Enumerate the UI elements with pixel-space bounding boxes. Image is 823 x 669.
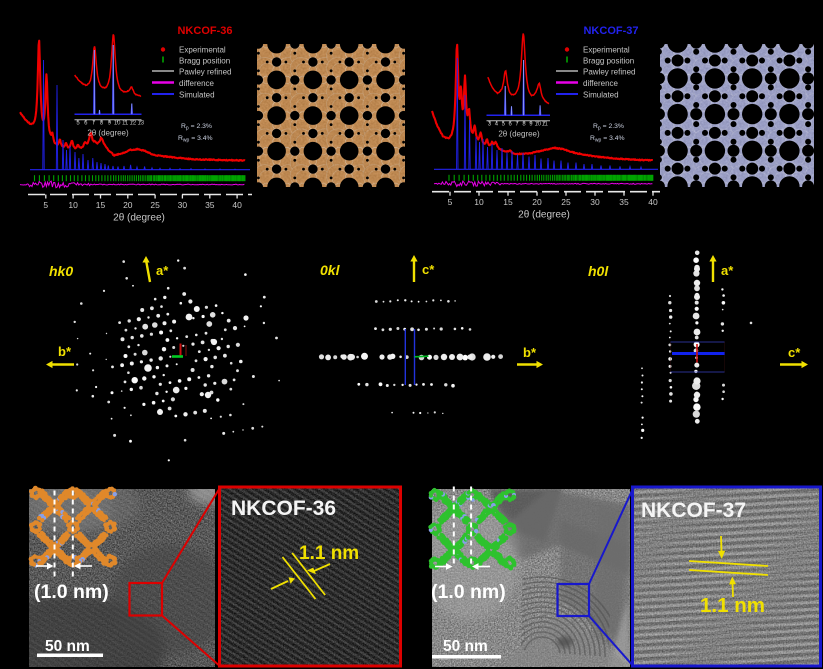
- svg-text:35: 35: [619, 197, 629, 207]
- svg-text:11: 11: [542, 122, 549, 128]
- svg-text:0kl: 0kl: [320, 262, 341, 278]
- svg-text:4: 4: [495, 122, 499, 128]
- svg-text:c*: c*: [788, 345, 801, 360]
- svg-text:b*: b*: [58, 344, 72, 359]
- svg-text:(1.0 nm): (1.0 nm): [431, 581, 506, 603]
- svg-text:h0l: h0l: [588, 263, 609, 279]
- svg-text:Bragg position: Bragg position: [179, 57, 230, 66]
- svg-text:NKCOF-37: NKCOF-37: [641, 499, 746, 522]
- svg-text:Bragg position: Bragg position: [583, 57, 634, 66]
- svg-text:6: 6: [84, 121, 88, 127]
- svg-text:2θ (degree): 2θ (degree): [518, 210, 570, 221]
- svg-text:difference: difference: [583, 79, 619, 88]
- svg-text:6: 6: [509, 122, 513, 128]
- svg-text:1.1 nm: 1.1 nm: [700, 594, 765, 617]
- svg-text:25: 25: [150, 200, 160, 210]
- svg-text:35: 35: [205, 200, 215, 210]
- svg-text:8: 8: [100, 121, 104, 127]
- svg-text:Rwp = 3.4%: Rwp = 3.4%: [590, 135, 625, 144]
- svg-text:15: 15: [96, 200, 106, 210]
- svg-text:(1.0 nm): (1.0 nm): [34, 581, 109, 603]
- svg-text:Experimental: Experimental: [179, 46, 226, 55]
- svg-text:8: 8: [522, 122, 526, 128]
- svg-text:a*: a*: [721, 263, 734, 278]
- svg-text:11: 11: [122, 121, 129, 127]
- svg-text:Simulated: Simulated: [583, 91, 619, 100]
- svg-text:NKCOF-36: NKCOF-36: [231, 497, 336, 520]
- svg-text:1.1 nm: 1.1 nm: [299, 543, 359, 564]
- svg-text:5: 5: [502, 122, 506, 128]
- svg-text:5: 5: [76, 121, 80, 127]
- svg-text:a*: a*: [156, 263, 169, 278]
- svg-text:Pawley refined: Pawley refined: [583, 68, 635, 77]
- svg-text:15: 15: [503, 197, 513, 207]
- svg-text:40: 40: [232, 200, 242, 210]
- svg-text:30: 30: [590, 197, 600, 207]
- svg-text:difference: difference: [179, 79, 215, 88]
- svg-text:9: 9: [529, 122, 533, 128]
- svg-text:5: 5: [43, 200, 48, 210]
- svg-text:Rwp = 3.4%: Rwp = 3.4%: [178, 135, 213, 144]
- svg-text:30: 30: [178, 200, 188, 210]
- svg-text:40: 40: [648, 197, 658, 207]
- svg-text:Rp = 2.3%: Rp = 2.3%: [593, 123, 624, 132]
- svg-text:Rp = 2.3%: Rp = 2.3%: [181, 123, 212, 132]
- svg-text:3: 3: [488, 122, 492, 128]
- svg-text:10: 10: [114, 121, 121, 127]
- svg-text:7: 7: [92, 121, 96, 127]
- svg-text:2θ (degree): 2θ (degree): [87, 129, 129, 138]
- svg-text:b*: b*: [523, 345, 537, 360]
- svg-text:50 nm: 50 nm: [443, 638, 488, 655]
- svg-text:NKCOF-37: NKCOF-37: [583, 25, 638, 37]
- svg-text:c*: c*: [422, 262, 435, 277]
- svg-text:13: 13: [137, 121, 144, 127]
- svg-text:Simulated: Simulated: [179, 91, 215, 100]
- svg-text:50 nm: 50 nm: [45, 638, 90, 655]
- svg-text:25: 25: [561, 197, 571, 207]
- svg-text:20: 20: [123, 200, 133, 210]
- svg-text:9: 9: [108, 121, 112, 127]
- svg-text:2θ (degree): 2θ (degree): [113, 213, 165, 224]
- svg-text:2θ (degree): 2θ (degree): [498, 130, 540, 139]
- svg-text:10: 10: [68, 200, 78, 210]
- svg-text:Pawley refined: Pawley refined: [179, 68, 231, 77]
- svg-text:20: 20: [532, 197, 542, 207]
- svg-text:10: 10: [474, 197, 484, 207]
- svg-text:10: 10: [534, 122, 541, 128]
- svg-text:NKCOF-36: NKCOF-36: [177, 25, 232, 37]
- svg-text:12: 12: [130, 121, 137, 127]
- svg-text:hk0: hk0: [49, 263, 73, 279]
- svg-text:Experimental: Experimental: [583, 46, 630, 55]
- svg-text:5: 5: [448, 197, 453, 207]
- svg-text:7: 7: [515, 122, 519, 128]
